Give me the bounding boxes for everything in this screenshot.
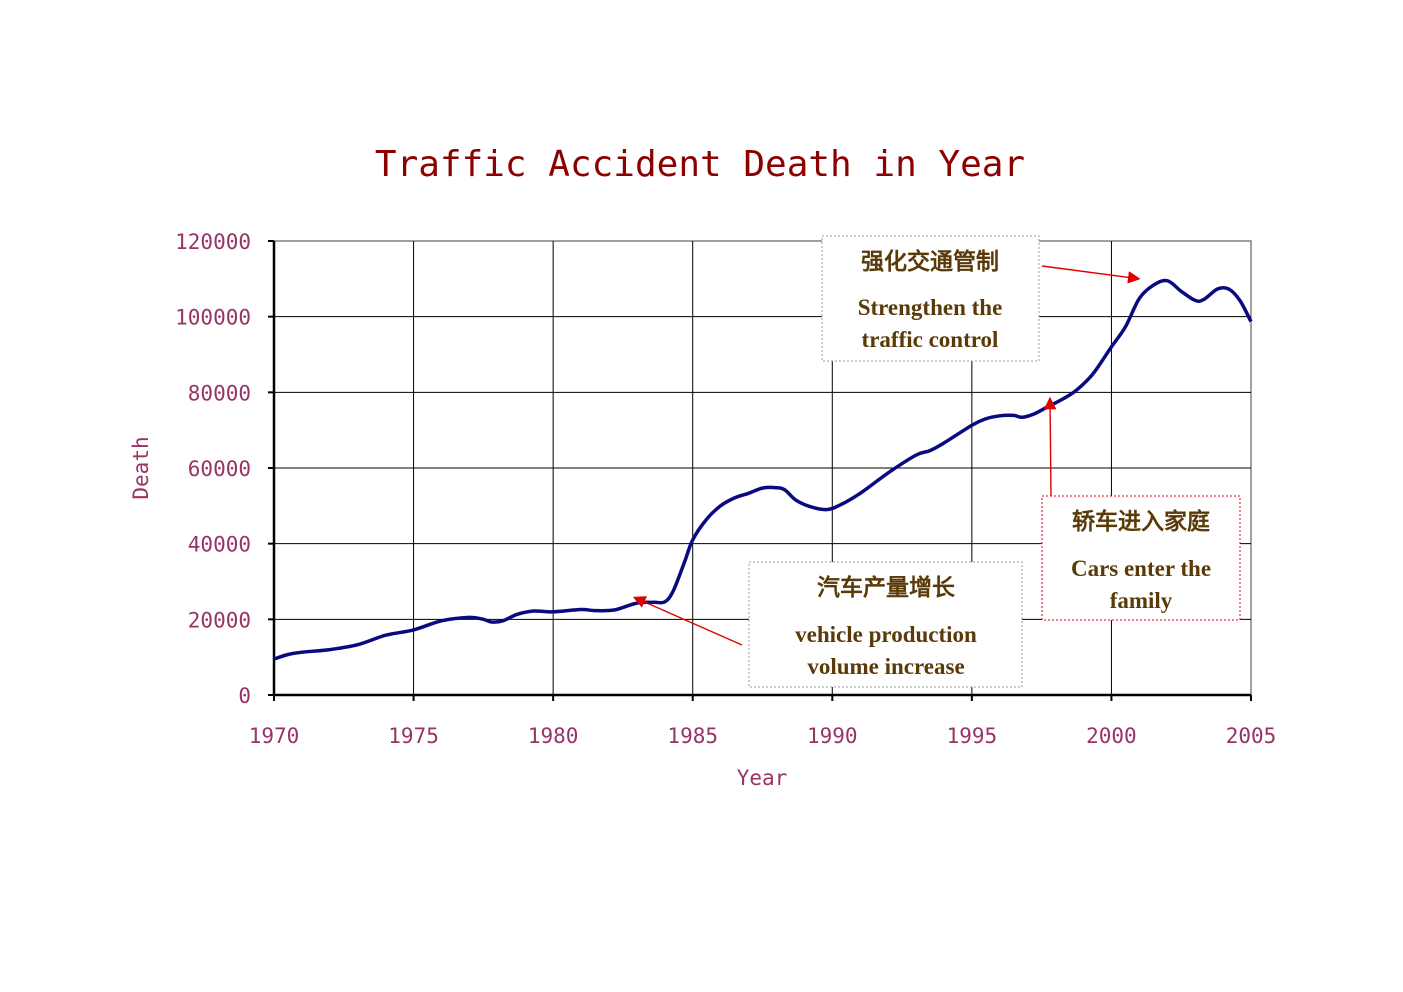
y-axis-label: Death xyxy=(129,436,153,499)
annotation-traffic-control: 强化交通管制 Strengthen the traffic control xyxy=(821,235,1141,362)
annotation-en-line2: family xyxy=(1110,588,1173,613)
x-tick-label: 1995 xyxy=(947,724,998,748)
annotation-arrow xyxy=(1041,265,1141,284)
x-axis-label: Year xyxy=(737,766,788,790)
annotation-zh: 汽车产量增长 xyxy=(817,574,956,600)
x-tick-labels: 1970 1975 1980 1985 1990 1995 2000 2005 xyxy=(249,724,1277,748)
annotation-arrow xyxy=(1043,396,1057,497)
annotation-en-line2: traffic control xyxy=(862,327,999,352)
y-tick-label: 0 xyxy=(238,684,251,708)
y-tick-label: 60000 xyxy=(188,457,251,481)
x-tick-label: 1980 xyxy=(528,724,579,748)
x-tick-label: 2005 xyxy=(1226,724,1277,748)
annotation-en-line1: Cars enter the xyxy=(1071,556,1211,581)
annotation-zh: 强化交通管制 xyxy=(861,248,999,274)
annotation-box xyxy=(821,235,1040,362)
x-tick-label: 1985 xyxy=(667,724,718,748)
annotation-en-line1: vehicle production xyxy=(795,622,977,647)
x-tick-label: 1970 xyxy=(249,724,300,748)
annotation-en-line2: volume increase xyxy=(807,654,964,679)
annotation-arrow xyxy=(632,596,743,646)
annotation-vehicle-production: 汽车产量增长 vehicle production volume increas… xyxy=(632,561,1023,688)
series-group xyxy=(273,278,1253,661)
axes xyxy=(268,240,1252,701)
y-tick-label: 40000 xyxy=(188,533,251,557)
annotation-en-line1: Strengthen the xyxy=(858,295,1003,320)
x-tick-label: 1990 xyxy=(807,724,858,748)
y-tick-label: 20000 xyxy=(188,608,251,632)
y-tick-label: 80000 xyxy=(188,381,251,405)
series-line xyxy=(273,278,1253,661)
x-tick-label: 2000 xyxy=(1086,724,1137,748)
x-tick-label: 1975 xyxy=(388,724,439,748)
y-tick-label: 120000 xyxy=(175,230,251,254)
chart-title: Traffic Accident Death in Year xyxy=(375,144,1025,185)
annotation-zh: 轿车进入家庭 xyxy=(1072,508,1210,534)
y-tick-labels: 0 20000 40000 60000 80000 100000 120000 xyxy=(175,230,251,708)
y-tick-label: 100000 xyxy=(175,306,251,330)
annotation-cars-family: 轿车进入家庭 Cars enter the family xyxy=(1041,396,1241,621)
annotation-box xyxy=(1041,495,1241,621)
annotation-box xyxy=(748,561,1023,688)
